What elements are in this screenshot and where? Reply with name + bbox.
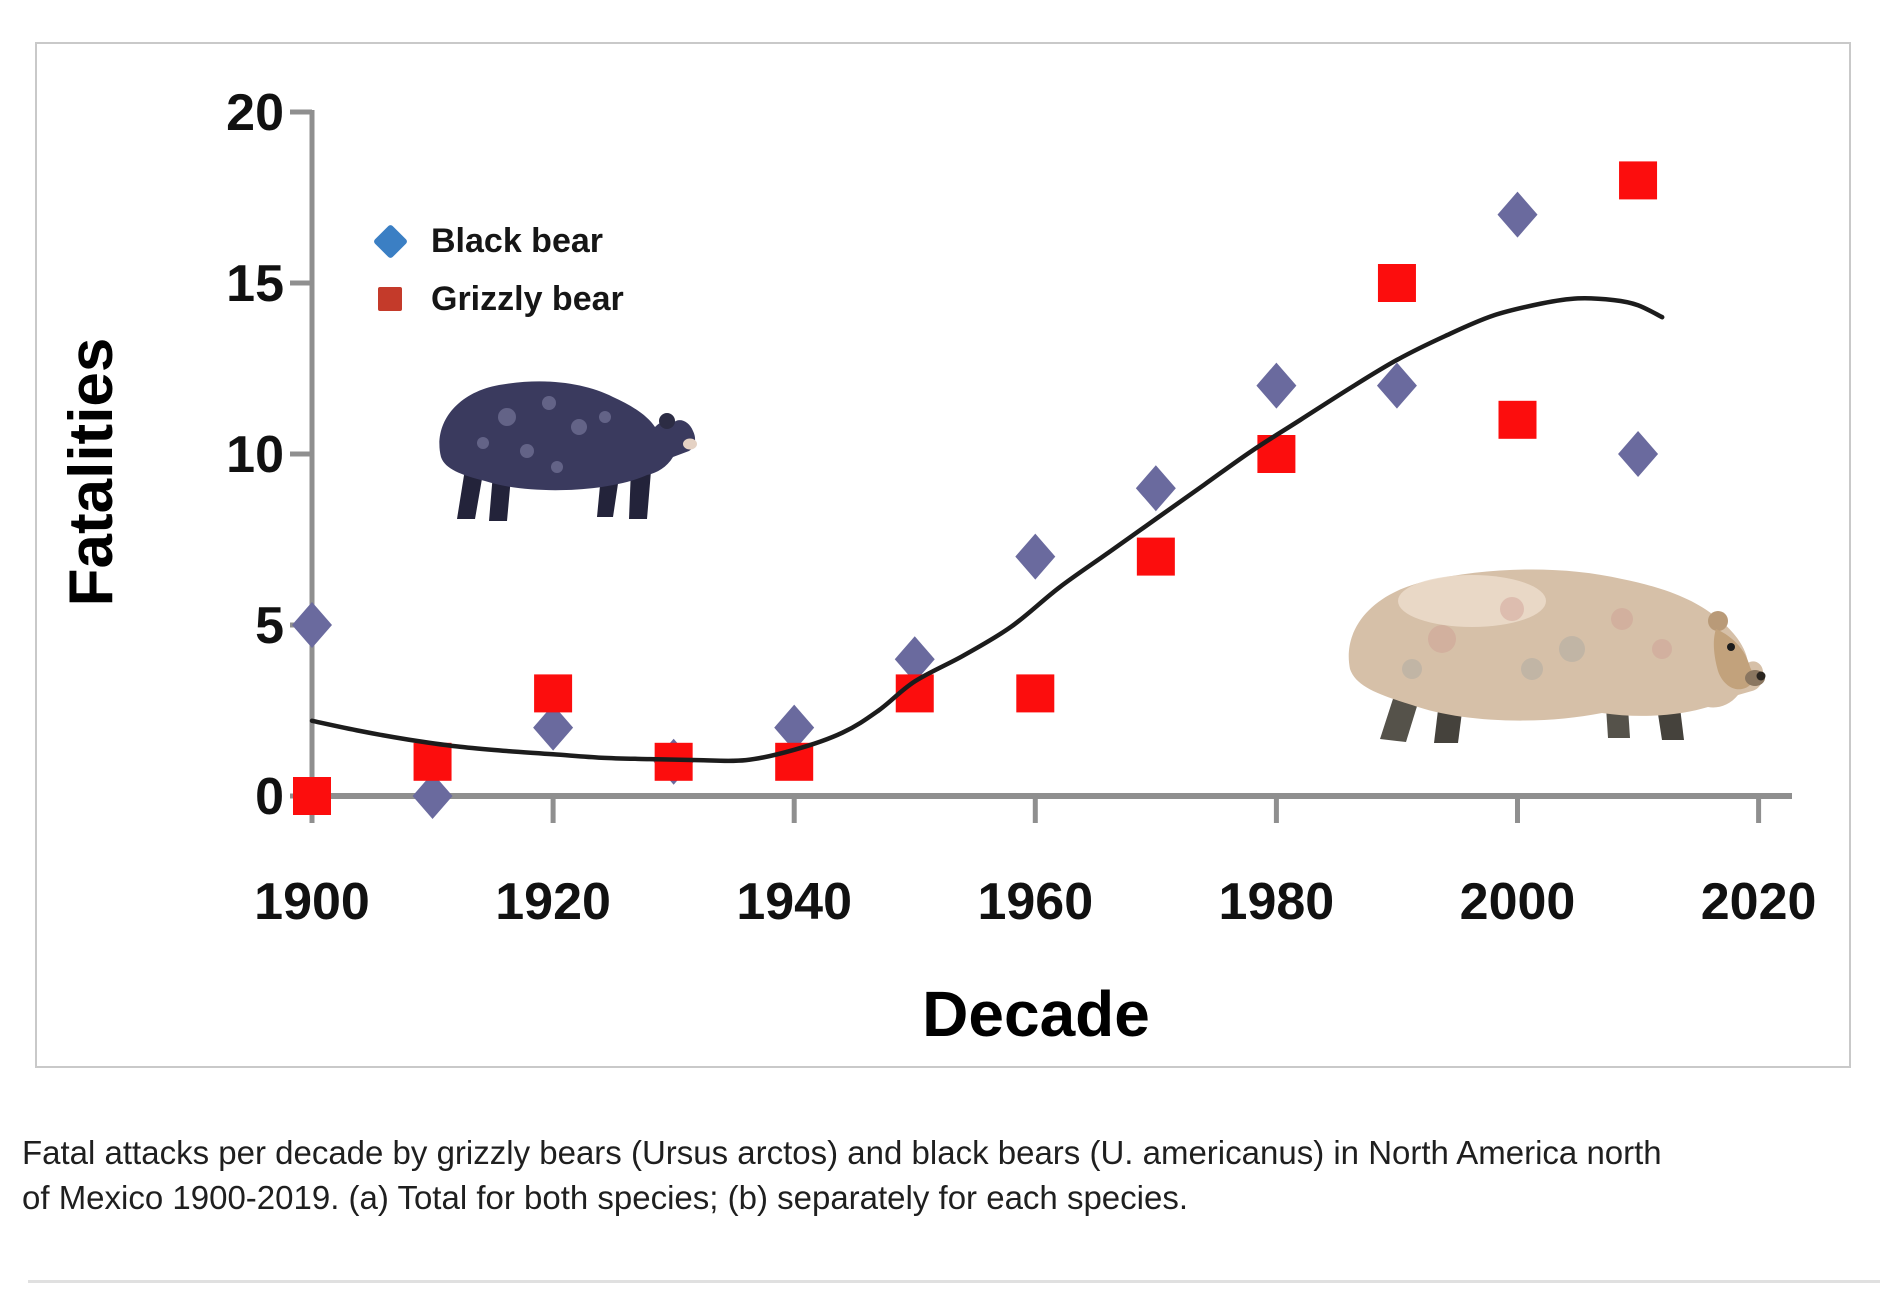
grizzly-bear-point bbox=[1016, 674, 1055, 713]
black-bear-point bbox=[894, 636, 935, 683]
x-tick-label: 1980 bbox=[1219, 873, 1335, 931]
axes: 0 5 10 15 20 1900 1920 1940 1960 1980 2000 2020 bbox=[226, 84, 1816, 931]
figure-caption: Fatal attacks per decade by grizzly bear… bbox=[22, 1130, 1872, 1220]
grizzly-bear-point bbox=[1498, 400, 1537, 439]
legend-label-grizzly-bear: Grizzly bear bbox=[431, 279, 624, 318]
legend-label-black-bear: Black bear bbox=[431, 221, 603, 260]
grizzly-bear-point bbox=[1619, 161, 1658, 200]
grizzly-bear-point bbox=[413, 742, 452, 781]
bear-fatalities-chart: 0 5 10 15 20 1900 1920 1940 1960 1980 2000 2020 Fat… bbox=[57, 84, 1816, 1050]
legend-item-grizzly-bear: Grizzly bear bbox=[367, 270, 687, 328]
y-tick-label: 15 bbox=[226, 255, 284, 313]
grizzly-bear-point bbox=[1377, 264, 1416, 302]
chart-card: 0 5 10 15 20 1900 1920 1940 1960 1980 2000 2020 Fat… bbox=[35, 42, 1851, 1068]
black-bear-point bbox=[1135, 465, 1176, 512]
black-bear-point bbox=[1376, 362, 1417, 409]
trend-curve bbox=[309, 296, 1665, 764]
y-tick-label: 0 bbox=[255, 768, 284, 826]
black-bear-diamond-icon bbox=[367, 223, 413, 259]
grizzly-bear-point bbox=[1136, 537, 1175, 576]
black-bear-point bbox=[1618, 431, 1659, 477]
grizzly-bear-point bbox=[534, 674, 573, 713]
black-bear-image bbox=[439, 381, 697, 521]
caption-line-2: of Mexico 1900-2019. (a) Total for both … bbox=[22, 1179, 1189, 1216]
x-tick-label: 2020 bbox=[1701, 873, 1817, 931]
y-tick-label: 20 bbox=[226, 84, 284, 142]
grizzly-bear-square-icon bbox=[367, 287, 413, 311]
black-bear-point bbox=[774, 704, 815, 751]
x-tick-label: 2000 bbox=[1460, 873, 1576, 931]
black-bear-point bbox=[1015, 533, 1056, 580]
x-axis-title: Decade bbox=[922, 978, 1150, 1050]
y-tick-label: 10 bbox=[226, 426, 284, 484]
caption-line-1: Fatal attacks per decade by grizzly bear… bbox=[22, 1134, 1662, 1171]
y-tick-label: 5 bbox=[255, 597, 284, 655]
black-bear-point bbox=[533, 704, 574, 751]
x-tick-label: 1900 bbox=[254, 873, 370, 931]
bottom-divider bbox=[28, 1280, 1880, 1283]
grizzly-bear-point bbox=[293, 777, 331, 815]
black-bear-point bbox=[292, 602, 332, 648]
black-bear-point bbox=[412, 773, 453, 819]
legend-item-black-bear: Black bear bbox=[367, 212, 687, 270]
y-axis-title: Fatalities bbox=[57, 338, 126, 607]
x-tick-label: 1960 bbox=[977, 873, 1093, 931]
black-bear-point bbox=[1256, 362, 1297, 409]
black-bear-point bbox=[1497, 191, 1538, 238]
grizzly-bear-point bbox=[1257, 435, 1296, 473]
x-tick-label: 1940 bbox=[736, 873, 852, 931]
trend-curve-group bbox=[309, 296, 1665, 764]
grizzly-bear-image bbox=[1348, 569, 1766, 743]
x-tick-label: 1920 bbox=[495, 873, 611, 931]
data-points bbox=[292, 161, 1659, 819]
chart-legend: Black bear Grizzly bear bbox=[367, 212, 687, 328]
